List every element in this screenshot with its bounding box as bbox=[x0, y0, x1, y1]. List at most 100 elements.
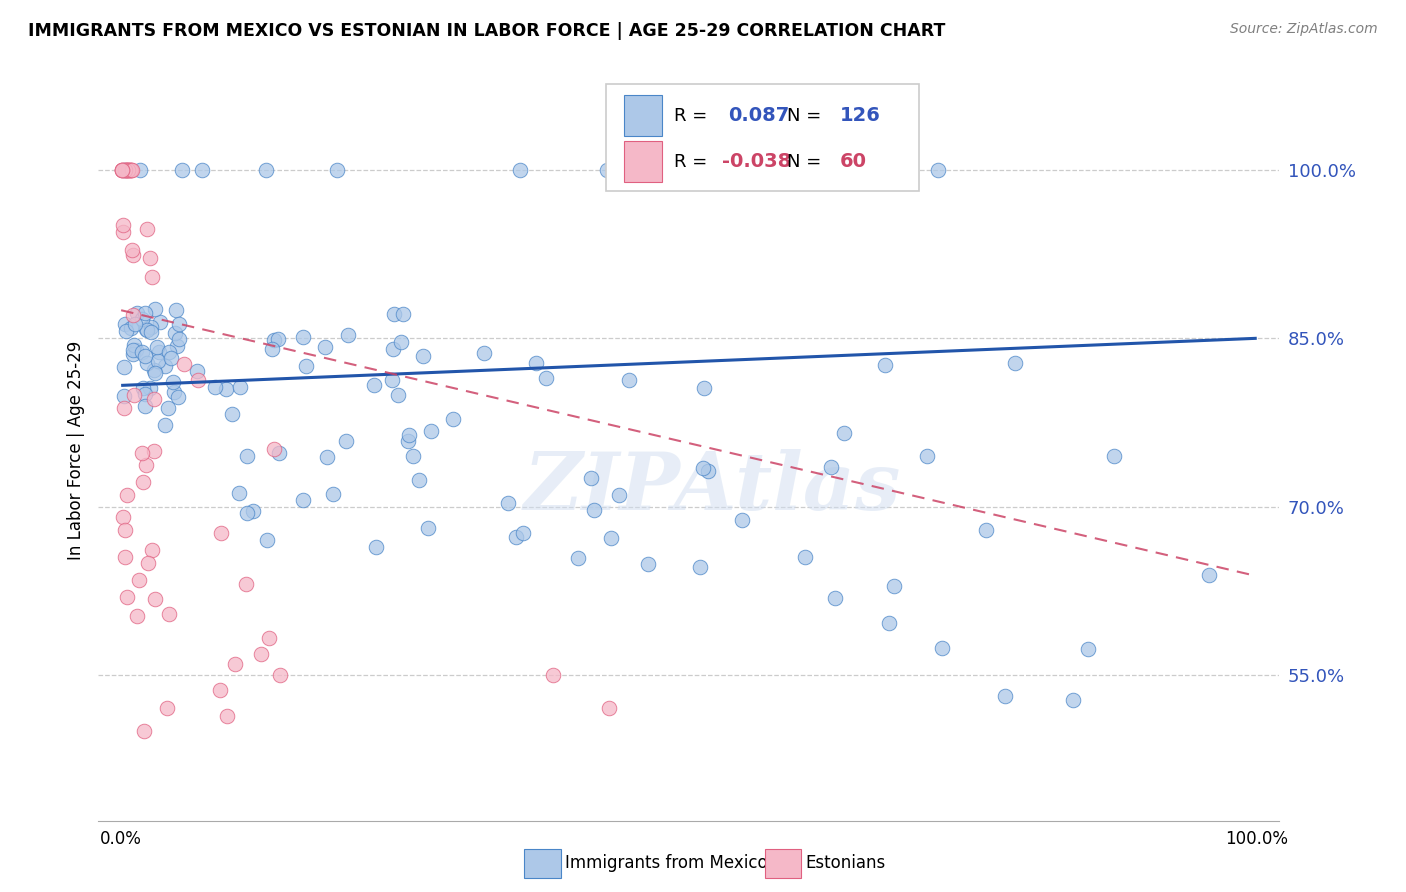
Point bbox=[155, 701, 177, 715]
Point bbox=[115, 590, 138, 604]
Point bbox=[209, 683, 232, 698]
Point bbox=[132, 475, 155, 490]
Point bbox=[267, 446, 290, 460]
Point bbox=[131, 344, 153, 359]
Point bbox=[135, 356, 157, 370]
Point bbox=[117, 163, 139, 178]
Point bbox=[204, 380, 226, 394]
Point bbox=[157, 607, 180, 621]
Point bbox=[118, 163, 141, 178]
Point bbox=[412, 349, 434, 363]
Point bbox=[316, 450, 339, 464]
Point bbox=[111, 163, 134, 178]
Point bbox=[114, 163, 136, 178]
Point bbox=[596, 163, 619, 178]
Point bbox=[122, 308, 145, 322]
Point bbox=[416, 520, 439, 534]
Point bbox=[135, 322, 157, 336]
Point bbox=[162, 376, 184, 390]
Point bbox=[125, 343, 148, 357]
Point bbox=[117, 163, 139, 178]
Point bbox=[156, 401, 179, 415]
Point bbox=[242, 504, 264, 518]
Point bbox=[883, 579, 905, 593]
Point bbox=[149, 315, 172, 329]
Point bbox=[114, 523, 136, 537]
Point bbox=[127, 306, 149, 320]
Point bbox=[114, 163, 136, 178]
Point bbox=[128, 574, 150, 588]
Point bbox=[927, 163, 949, 178]
Point bbox=[141, 270, 163, 285]
Point bbox=[136, 222, 159, 236]
Point bbox=[111, 225, 134, 239]
Point bbox=[697, 464, 720, 478]
Point bbox=[163, 385, 186, 400]
Point bbox=[389, 335, 412, 350]
Point bbox=[148, 345, 170, 359]
Point bbox=[124, 388, 146, 402]
Point bbox=[582, 502, 605, 516]
Point bbox=[509, 163, 531, 178]
Point bbox=[541, 668, 564, 682]
Point bbox=[269, 668, 291, 682]
Point bbox=[322, 487, 344, 501]
Point bbox=[567, 550, 589, 565]
Point bbox=[512, 526, 534, 541]
Point bbox=[974, 523, 997, 537]
Text: 60: 60 bbox=[841, 153, 868, 171]
Point bbox=[1062, 693, 1084, 707]
FancyBboxPatch shape bbox=[624, 141, 662, 182]
Point bbox=[170, 163, 193, 178]
Point bbox=[138, 381, 160, 395]
Point bbox=[157, 345, 180, 359]
Point bbox=[160, 351, 183, 366]
Text: 0.087: 0.087 bbox=[728, 106, 789, 125]
Point bbox=[387, 387, 409, 401]
Point bbox=[419, 424, 441, 438]
Point bbox=[832, 426, 855, 441]
Point bbox=[291, 329, 314, 343]
Point bbox=[132, 723, 155, 738]
Point bbox=[166, 390, 188, 404]
Text: 126: 126 bbox=[841, 106, 882, 125]
Point bbox=[472, 346, 495, 360]
Point bbox=[689, 560, 711, 574]
Point bbox=[112, 163, 135, 178]
Point bbox=[254, 163, 277, 178]
Point bbox=[112, 401, 135, 415]
Point bbox=[335, 434, 357, 448]
Point bbox=[114, 549, 136, 564]
Point bbox=[167, 332, 190, 346]
Point bbox=[820, 460, 842, 475]
Point bbox=[315, 340, 337, 354]
Point bbox=[122, 248, 145, 262]
Y-axis label: In Labor Force | Age 25-29: In Labor Force | Age 25-29 bbox=[66, 341, 84, 560]
Point bbox=[136, 323, 159, 337]
Point bbox=[267, 333, 290, 347]
Point bbox=[117, 163, 139, 178]
Text: IMMIGRANTS FROM MEXICO VS ESTONIAN IN LABOR FORCE | AGE 25-29 CORRELATION CHART: IMMIGRANTS FROM MEXICO VS ESTONIAN IN LA… bbox=[28, 22, 945, 40]
Point bbox=[112, 510, 135, 524]
Point bbox=[166, 339, 188, 353]
Point bbox=[382, 307, 405, 321]
Point bbox=[110, 163, 132, 178]
Point bbox=[250, 647, 273, 661]
Point bbox=[215, 708, 238, 723]
Point bbox=[363, 378, 385, 392]
Point bbox=[392, 307, 415, 321]
Point bbox=[148, 354, 170, 368]
Point bbox=[134, 306, 156, 320]
Point bbox=[292, 492, 315, 507]
Point bbox=[294, 359, 316, 374]
Point bbox=[114, 318, 136, 332]
Text: R =: R = bbox=[673, 107, 713, 125]
Point bbox=[120, 163, 142, 178]
Point bbox=[146, 341, 169, 355]
Point bbox=[260, 342, 283, 356]
Point bbox=[228, 485, 250, 500]
Point bbox=[122, 338, 145, 352]
Point bbox=[127, 609, 149, 624]
Point bbox=[186, 364, 208, 378]
Point bbox=[505, 530, 527, 544]
